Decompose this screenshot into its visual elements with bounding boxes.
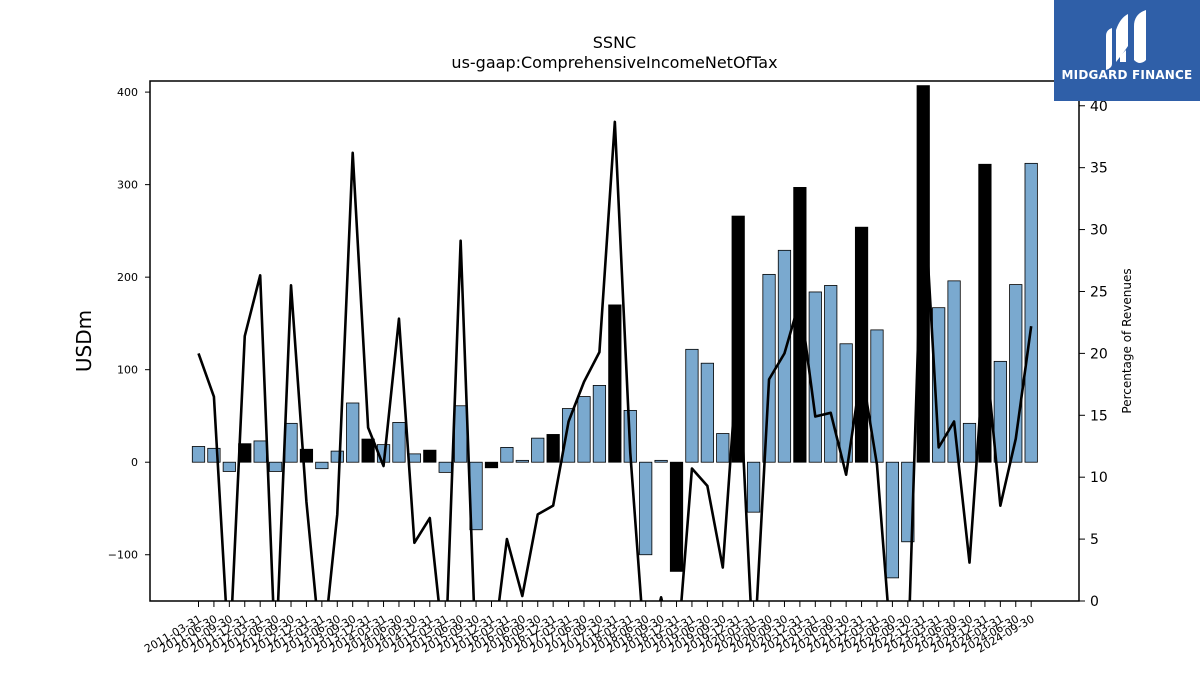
bar-2020-03-31: [747, 461, 761, 513]
brand-name: MIDGARD FINANCE: [1061, 68, 1193, 82]
bar-2016-03-31: [500, 447, 514, 463]
bar-2023-03-31: [932, 307, 946, 463]
bar-2024-03-31: [993, 360, 1007, 463]
y2-tick-label: 35: [1090, 161, 1108, 177]
bar-2019-06-30: [700, 362, 714, 463]
bar-2014-12-31: [423, 449, 437, 463]
y2-tick-label: 30: [1090, 223, 1108, 239]
bar-2012-03-31: [253, 440, 267, 463]
bar-2015-12-31: [484, 461, 499, 469]
y2-tick-label: 5: [1090, 532, 1099, 548]
y-tick-label: 200: [117, 271, 138, 284]
bar-2011-09-30: [222, 461, 236, 472]
bar-2013-09-30: [346, 402, 360, 463]
bar-2017-06-30: [577, 396, 591, 463]
bar-2020-09-30: [777, 249, 792, 463]
x-axis-ticks: 2011-03-312011-06-302011-09-302011-12-31…: [142, 601, 1037, 656]
left-axis-ticks: −100 0 100 200 300 400: [108, 86, 150, 562]
bar-2024-09-30: [1024, 162, 1038, 463]
y-tick-label: 300: [117, 179, 138, 192]
midgard-m-logo-icon: [1106, 10, 1146, 70]
bar-2019-09-30: [716, 433, 730, 463]
bar-2023-09-30: [962, 422, 977, 463]
y2-tick-label: 15: [1090, 408, 1108, 424]
y2-tick-label: 10: [1090, 470, 1108, 486]
bar-2017-12-31: [608, 304, 622, 463]
bar-2013-06-30: [330, 450, 344, 463]
y2-tick-label: 20: [1090, 346, 1108, 362]
y2-tick-label: 40: [1090, 99, 1108, 115]
line-group: [197, 120, 1033, 601]
revenue-percentage-line: [197, 120, 1033, 601]
bar-2015-03-31: [438, 461, 452, 473]
y2-tick-label: 0: [1090, 594, 1099, 610]
bar-2020-06-30: [762, 273, 776, 463]
bar-2015-06-30: [454, 405, 468, 463]
y-axis-label: USDm: [72, 309, 96, 373]
chart-subtitle: us-gaap:ComprehensiveIncomeNetOfTax: [451, 53, 778, 72]
bar-2018-06-30: [639, 461, 653, 556]
bar-2012-06-30: [268, 461, 283, 472]
y-tick-label: 100: [117, 364, 138, 377]
brand-logo: MIDGARD FINANCE: [1054, 0, 1200, 101]
bar-2023-06-30: [947, 280, 961, 463]
right-axis-ticks: 0 5 10 15 20 25 30 35 40: [1079, 99, 1108, 610]
bar-2021-12-31: [854, 226, 869, 463]
bar-2018-09-30: [654, 459, 668, 463]
bars-group: [191, 85, 1038, 579]
y-tick-label: 400: [117, 86, 138, 99]
chart-title: SSNC: [592, 33, 637, 52]
y2-tick-label: 25: [1090, 284, 1108, 300]
bar-2016-06-30: [515, 459, 529, 463]
bar-2022-06-30: [885, 461, 900, 579]
bar-2014-06-30: [392, 422, 406, 463]
y-tick-label: −100: [108, 549, 138, 562]
bar-2021-09-30: [839, 343, 853, 463]
bar-2012-09-30: [284, 422, 298, 463]
bar-2021-06-30: [824, 285, 838, 463]
bar-2016-09-30: [531, 437, 545, 463]
bar-2011-03-31: [191, 446, 206, 463]
bar-2013-12-31: [361, 438, 375, 463]
bar-2013-03-31: [315, 461, 329, 470]
y2-axis-label: Percentage of Revenues: [1120, 268, 1134, 414]
bar-2016-12-31: [546, 434, 560, 463]
bar-2018-12-31: [669, 461, 684, 572]
bar-2017-09-30: [592, 385, 607, 463]
y-tick-label: 0: [131, 456, 138, 469]
bar-2017-03-31: [561, 408, 576, 463]
bar-2019-03-31: [685, 348, 699, 463]
